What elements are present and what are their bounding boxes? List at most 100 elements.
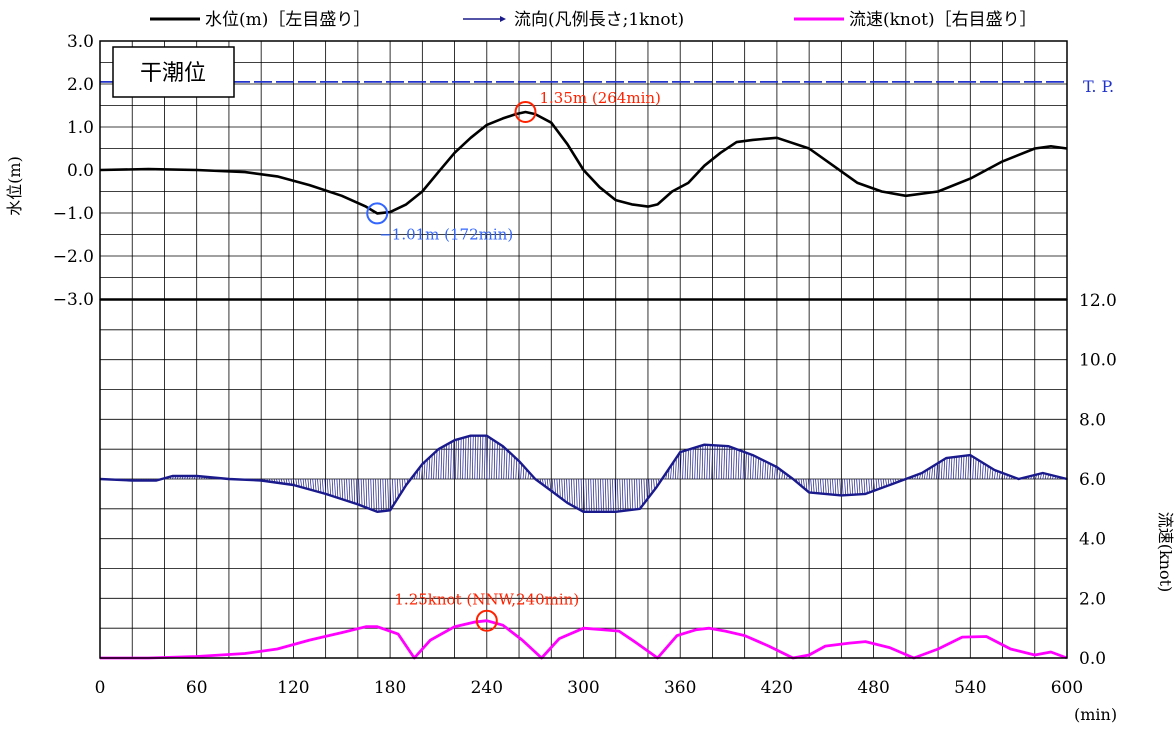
flow-direction-arrow bbox=[692, 448, 693, 479]
flow-panel bbox=[100, 436, 1068, 658]
flow-direction-arrow bbox=[501, 445, 502, 479]
flow-direction-arrow bbox=[956, 457, 957, 479]
flow-direction-arrow bbox=[929, 469, 930, 479]
flow-direction-arrow bbox=[441, 448, 442, 479]
flow-direction-arrow bbox=[753, 455, 754, 479]
flow-direction-arrow bbox=[716, 445, 717, 479]
flow-direction-arrow bbox=[494, 440, 495, 479]
x-tick-label: 480 bbox=[857, 678, 889, 698]
flow-direction-arrow bbox=[736, 449, 737, 479]
x-unit-label: (min) bbox=[1074, 705, 1117, 724]
flow-direction-arrow bbox=[622, 479, 623, 511]
flow-direction-arrow bbox=[489, 437, 490, 479]
flow-direction-arrow bbox=[707, 445, 708, 479]
flow-direction-arrow bbox=[965, 456, 966, 479]
flow-direction-arrow bbox=[322, 479, 323, 493]
legend-flow-speed-label: 流速(knot)［右目盛り］ bbox=[849, 10, 1037, 30]
flow-direction-arrow bbox=[562, 479, 563, 499]
flow-direction-arrow bbox=[772, 465, 773, 479]
flow-direction-arrow bbox=[646, 479, 647, 500]
flow-direction-arrow bbox=[738, 450, 739, 479]
flow-direction-arrow bbox=[987, 466, 988, 479]
flow-direction-arrow bbox=[963, 456, 964, 479]
flow-direction-arrow bbox=[388, 479, 389, 511]
flow-direction-arrow bbox=[383, 479, 384, 511]
x-tick-label: 300 bbox=[567, 678, 599, 698]
flow-direction-arrow bbox=[429, 458, 430, 479]
flow-direction-arrow bbox=[750, 454, 751, 479]
flow-direction-arrow bbox=[958, 457, 959, 479]
flow-direction-arrow bbox=[683, 451, 684, 479]
flow-direction-arrow bbox=[811, 479, 812, 493]
flow-direction-arrow bbox=[482, 436, 483, 479]
flow-direction-arrow bbox=[600, 479, 601, 512]
flow-direction-arrow bbox=[453, 441, 454, 479]
flow-direction-arrow bbox=[719, 446, 720, 479]
flow-direction-arrow bbox=[581, 479, 582, 510]
water-level-tick-label: 0.0 bbox=[67, 161, 94, 181]
flow-direction-arrow bbox=[480, 436, 481, 479]
flow-direction-arrow bbox=[685, 451, 686, 479]
flow-direction-arrow bbox=[634, 479, 635, 510]
flow-direction-arrow bbox=[569, 479, 570, 504]
flow-direction-arrow bbox=[857, 479, 858, 494]
water-level-tick-label: −3.0 bbox=[53, 290, 94, 310]
flow-direction-arrow bbox=[760, 459, 761, 479]
flow-direction-arrow bbox=[376, 479, 377, 511]
flow-direction-arrow bbox=[554, 479, 555, 493]
tp-label: T. P. bbox=[1083, 77, 1114, 96]
flow-direction-arrow bbox=[932, 467, 933, 479]
flow-speed-tick-label: 4.0 bbox=[1079, 530, 1106, 550]
flow-direction-arrow bbox=[770, 463, 771, 479]
flow-direction-arrow bbox=[318, 479, 319, 492]
flow-direction-arrow bbox=[610, 479, 611, 512]
flow-direction-arrow bbox=[320, 479, 321, 492]
flow-direction-arrow bbox=[305, 479, 306, 488]
flow-direction-arrow bbox=[351, 479, 352, 502]
flow-direction-arrow bbox=[859, 479, 860, 494]
flow-direction-arrow bbox=[559, 479, 560, 497]
flow-direction-arrow bbox=[629, 479, 630, 510]
flow-direction-arrow bbox=[949, 458, 950, 479]
water-level-tick-label: 2.0 bbox=[67, 75, 94, 95]
flow-direction-arrow bbox=[833, 479, 834, 495]
flow-speed-tick-label: 6.0 bbox=[1079, 470, 1106, 490]
flow-direction-arrow bbox=[395, 479, 396, 503]
flow-direction-arrow bbox=[714, 445, 715, 479]
flow-direction-arrow bbox=[975, 458, 976, 479]
flow-direction-arrow bbox=[767, 462, 768, 479]
flow-direction-arrow bbox=[828, 479, 829, 494]
flow-direction-arrow bbox=[359, 479, 360, 505]
flow-direction-arrow bbox=[550, 479, 551, 490]
flow-direction-arrow bbox=[934, 466, 935, 479]
flow-direction-arrow bbox=[310, 479, 311, 490]
flow-direction-arrow bbox=[620, 479, 621, 511]
flow-direction-arrow bbox=[496, 442, 497, 479]
flow-direction-arrow bbox=[446, 445, 447, 479]
flow-direction-arrow bbox=[332, 479, 333, 496]
flow-direction-arrow bbox=[475, 436, 476, 479]
flow-direction-arrow bbox=[939, 463, 940, 479]
flow-direction-arrow bbox=[762, 460, 763, 479]
flow-direction-arrow bbox=[366, 479, 367, 507]
flow-direction-arrow bbox=[591, 479, 592, 512]
flow-direction-arrow bbox=[729, 446, 730, 479]
flow-direction-arrow bbox=[695, 448, 696, 479]
flow-direction-arrow bbox=[603, 479, 604, 512]
flow-direction-arrow bbox=[985, 464, 986, 479]
flow-direction-arrow bbox=[484, 436, 485, 479]
flow-direction-arrow bbox=[596, 479, 597, 512]
flow-direction-arrow bbox=[825, 479, 826, 494]
flow-direction-arrow bbox=[339, 479, 340, 498]
flow-direction-arrow bbox=[953, 457, 954, 479]
flow-direction-arrow bbox=[354, 479, 355, 503]
flow-direction-arrow bbox=[349, 479, 350, 501]
flow-direction-arrow bbox=[690, 449, 691, 479]
legend-flow-direction-label: 流向(凡例長さ;1knot) bbox=[514, 10, 684, 30]
flow-direction-arrow bbox=[813, 479, 814, 493]
flow-direction-arrow bbox=[927, 470, 928, 479]
flow-direction-arrow bbox=[451, 442, 452, 479]
flow-direction-arrow bbox=[315, 479, 316, 491]
flow-direction-arrow bbox=[492, 439, 493, 479]
flow-direction-arrow bbox=[455, 440, 456, 479]
